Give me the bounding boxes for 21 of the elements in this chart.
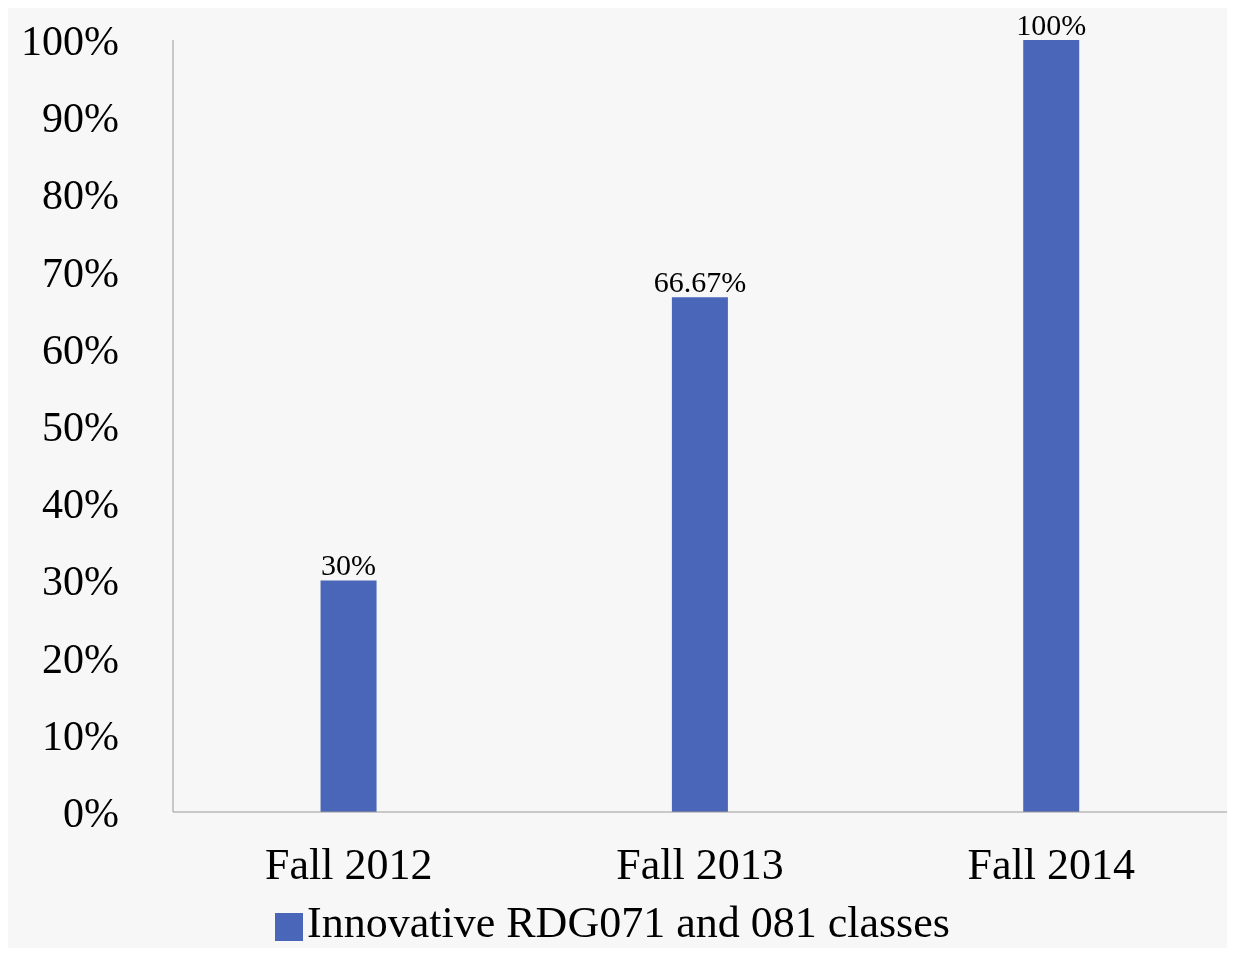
data-label: 30% <box>321 548 377 582</box>
x-tick-label: Fall 2014 <box>967 840 1136 890</box>
y-tick-label: 40% <box>42 481 119 528</box>
y-tick-label: 60% <box>42 326 119 373</box>
x-tick-label: Fall 2012 <box>264 840 433 890</box>
y-tick-label: 70% <box>42 249 119 296</box>
y-tick-label: 20% <box>42 635 119 682</box>
y-tick-label: 50% <box>42 403 119 450</box>
y-tick-label: 0% <box>63 789 119 836</box>
y-tick-label: 80% <box>42 172 119 219</box>
bar <box>671 297 728 812</box>
y-tick-label: 100% <box>21 17 119 64</box>
y-tick-label: 10% <box>42 712 119 759</box>
y-tick-label: 90% <box>42 95 119 142</box>
bar <box>320 580 377 812</box>
x-tick-label: Fall 2013 <box>616 840 784 890</box>
bar <box>1023 40 1080 812</box>
legend-label: Innovative RDG071 and 081 classes <box>307 898 950 947</box>
data-label: 100% <box>1016 8 1087 41</box>
y-tick-label: 30% <box>42 558 119 605</box>
data-label: 66.67% <box>653 265 747 299</box>
